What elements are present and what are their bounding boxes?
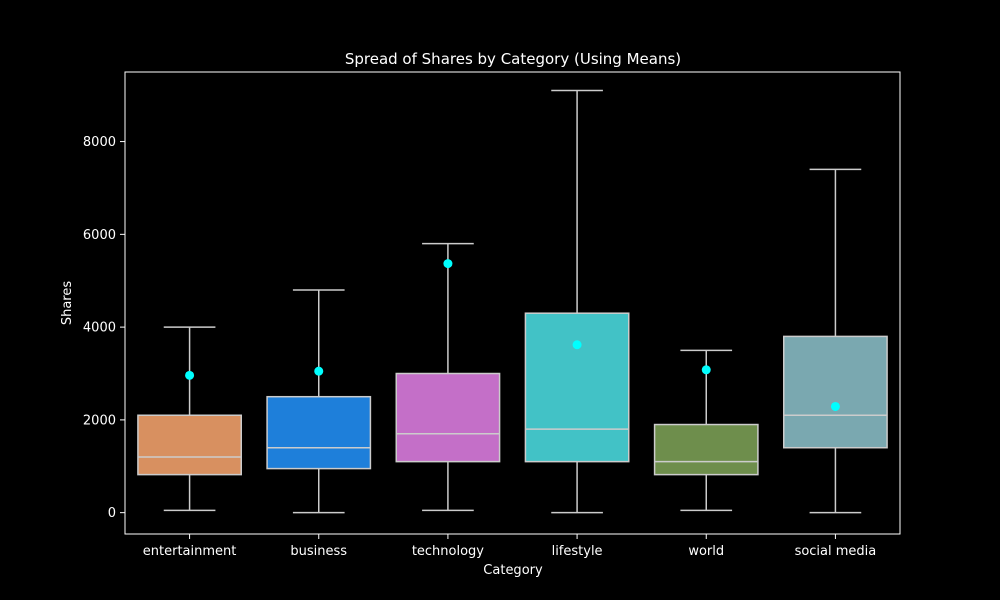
box-iqr: [266, 395, 372, 470]
mean-marker: [314, 366, 324, 376]
y-tick-label: 0: [108, 506, 116, 521]
x-tick-label: lifestyle: [552, 544, 603, 559]
y-axis: 0 2000 4000 6000 8000: [83, 135, 125, 521]
box-iqr: [783, 335, 888, 449]
y-tick-label: 8000: [83, 135, 116, 150]
boxes-layer: [137, 89, 888, 514]
mean-marker: [701, 365, 711, 375]
y-tick-label: 4000: [83, 321, 116, 336]
box-group-technology: [395, 242, 501, 512]
y-tick-label: 2000: [83, 413, 116, 428]
x-tick-label: business: [290, 544, 347, 559]
box-iqr: [137, 414, 243, 476]
x-tick-label: technology: [412, 544, 484, 559]
x-tick-label: world: [688, 544, 724, 559]
box-group-lifestyle: [524, 89, 630, 514]
mean-marker: [830, 401, 840, 411]
plot-area-frame: [124, 71, 901, 535]
x-axis: entertainment business technology lifestyle…: [143, 534, 876, 559]
y-axis-label: Shares: [60, 281, 75, 326]
x-tick-label: social media: [795, 544, 877, 559]
x-tick-label: entertainment: [143, 544, 237, 559]
y-tick-label: 6000: [83, 228, 116, 243]
x-axis-label: Category: [483, 563, 543, 578]
mean-marker: [572, 340, 582, 350]
box-group-world: [653, 349, 759, 512]
box-iqr: [524, 312, 630, 463]
box-iqr: [653, 423, 759, 476]
mean-marker: [185, 370, 195, 380]
mean-marker: [443, 259, 453, 269]
box-group-social-media: [783, 168, 888, 514]
chart-title: Spread of Shares by Category (Using Mean…: [345, 50, 681, 68]
box-group-business: [266, 289, 372, 514]
box-group-entertainment: [137, 326, 243, 512]
box-iqr: [395, 372, 501, 463]
